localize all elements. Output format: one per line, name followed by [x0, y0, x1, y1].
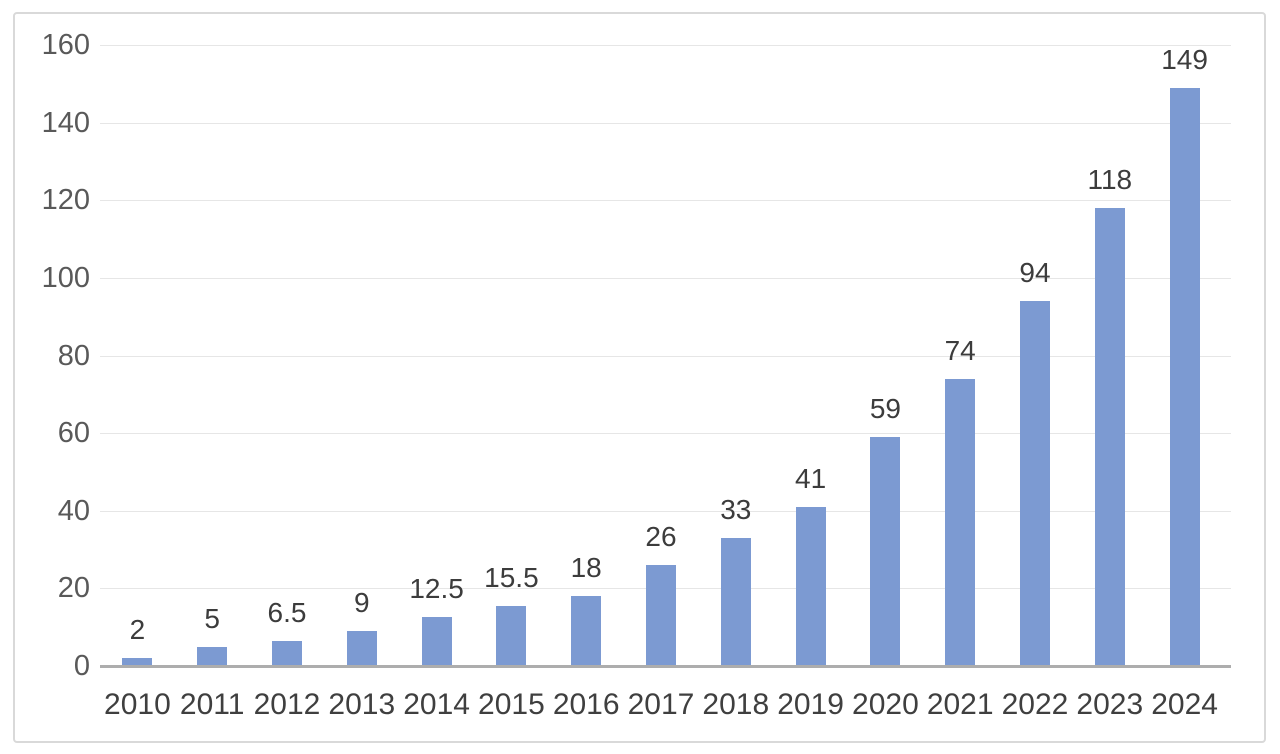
gridline-y-60 — [100, 433, 1231, 435]
x-tick-label-2010: 2010 — [104, 688, 171, 721]
y-tick-label-20: 20 — [57, 572, 90, 605]
x-tick-label-2024: 2024 — [1151, 688, 1218, 721]
bar-value-label-2021: 74 — [944, 334, 976, 366]
x-tick-label-2016: 2016 — [552, 688, 620, 721]
bar-2023 — [1094, 208, 1125, 666]
y-tick-label-140: 140 — [41, 106, 90, 139]
y-tick-label-40: 40 — [57, 494, 90, 527]
bar-value-label-2024: 149 — [1161, 43, 1208, 75]
bar-2012 — [272, 640, 302, 666]
bar-2018 — [720, 537, 751, 666]
x-tick-label-2012: 2012 — [253, 688, 321, 721]
bar-2013 — [346, 631, 377, 666]
bar-value-label-2016: 18 — [570, 552, 602, 584]
bar-value-label-2012: 6.5 — [267, 596, 307, 628]
bar-2020 — [870, 437, 901, 666]
bar-value-label-2013: 9 — [354, 587, 370, 619]
bar-2014 — [421, 617, 452, 666]
bar-value-label-2017: 26 — [645, 521, 677, 553]
bar-2016 — [571, 596, 602, 666]
bar-2024 — [1169, 87, 1200, 666]
bar-2021 — [945, 378, 976, 666]
bar-value-label-2015: 15.5 — [484, 561, 539, 593]
gridline-y-80 — [100, 355, 1231, 357]
x-tick-label-2022: 2022 — [1001, 688, 1069, 721]
bar-value-label-2018: 33 — [720, 493, 752, 525]
chart-frame-border — [13, 12, 1266, 743]
x-tick-label-2018: 2018 — [702, 688, 770, 721]
bar-value-label-2011: 5 — [204, 602, 220, 634]
x-tick-label-2013: 2013 — [328, 688, 396, 721]
bar-value-label-2023: 118 — [1087, 164, 1133, 195]
bar-value-label-2014: 12.5 — [409, 573, 464, 605]
x-tick-label-2020: 2020 — [852, 688, 919, 721]
x-tick-label-2017: 2017 — [627, 688, 695, 721]
y-tick-label-80: 80 — [57, 339, 90, 372]
gridline-y-100 — [100, 277, 1231, 279]
y-tick-label-100: 100 — [41, 261, 90, 294]
bar-value-label-2022: 94 — [1019, 257, 1051, 289]
bar-value-label-2019: 41 — [795, 462, 827, 494]
x-tick-label-2014: 2014 — [403, 688, 470, 721]
gridline-y-160 — [100, 45, 1231, 46]
y-tick-label-160: 160 — [41, 29, 90, 61]
x-tick-label-2023: 2023 — [1076, 688, 1144, 721]
x-axis-line — [100, 664, 1231, 668]
bar-2022 — [1020, 301, 1050, 666]
x-tick-label-2011: 2011 — [179, 688, 245, 721]
bar-2017 — [646, 565, 676, 666]
bar-value-label-2020: 59 — [869, 393, 901, 424]
x-tick-label-2019: 2019 — [777, 688, 844, 721]
y-tick-label-0: 0 — [73, 650, 90, 682]
x-tick-label-2021: 2021 — [926, 688, 994, 721]
bar-value-label-2010: 2 — [129, 614, 146, 646]
bar-2015 — [496, 605, 527, 666]
y-tick-label-60: 60 — [57, 417, 90, 450]
bar-2019 — [795, 506, 826, 666]
gridline-y-40 — [100, 510, 1231, 512]
y-tick-label-120: 120 — [41, 184, 90, 217]
x-tick-label-2015: 2015 — [478, 688, 545, 721]
bar-2011 — [197, 646, 228, 666]
gridline-y-120 — [100, 200, 1231, 202]
gridline-y-140 — [100, 122, 1231, 124]
bar-2010 — [122, 658, 153, 666]
